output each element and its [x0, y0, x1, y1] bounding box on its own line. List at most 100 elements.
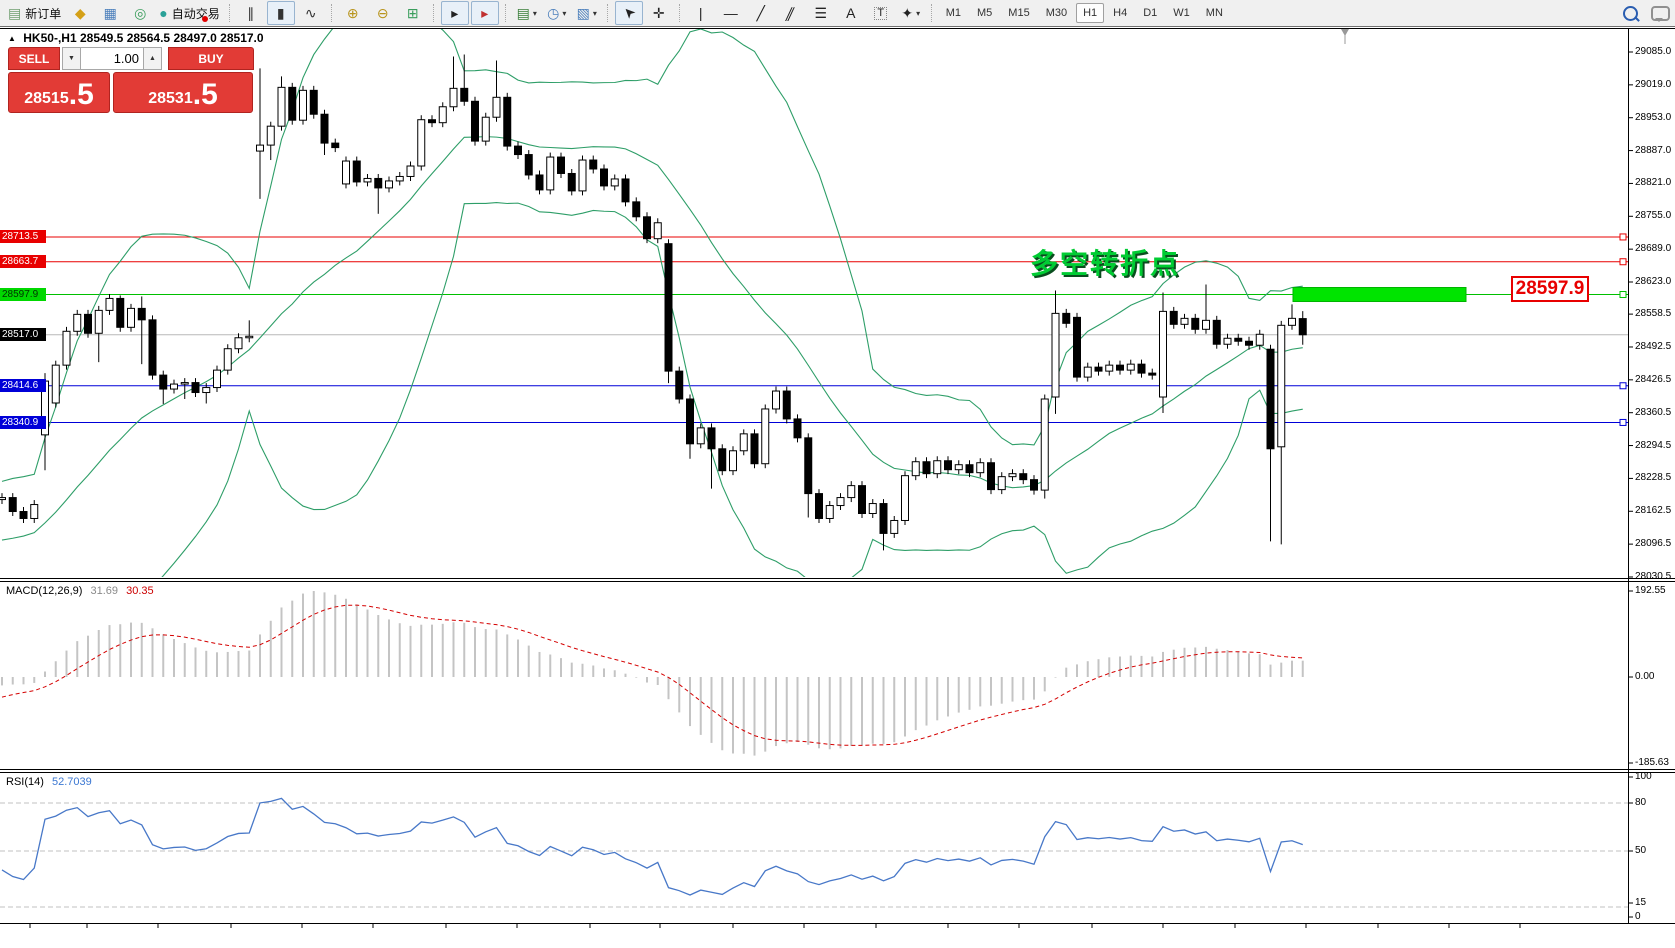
candle	[428, 119, 436, 124]
candle	[858, 485, 866, 515]
buy-price-display[interactable]: 28531 .5	[113, 72, 253, 113]
chart-title: ▲ HK50-,H1 28549.5 28564.5 28497.0 28517…	[8, 31, 264, 45]
bar-chart-icon-icon: ∥	[247, 5, 255, 21]
timeframe-button-mn[interactable]: MN	[1205, 7, 1223, 19]
volume-decrease-button[interactable]: ▼	[62, 47, 81, 70]
main-toolbar: ▤ 新订单 ◆ ▦ ◎ ● 自动交易 ∥ ▮ ∿ ⊕ ⊖ ⊞ ▸ ▸ ▤ ▾ ◷ ▾ ▧ ▾ ➤ ✛ | — ╱ ∥ ☰ A T ✦ ▾ M1 M…	[0, 0, 1675, 27]
timeframe-button-h1[interactable]: H1	[1076, 3, 1105, 23]
candle	[976, 462, 985, 474]
candle	[610, 178, 619, 187]
candle	[395, 175, 404, 182]
tile-windows-icon-button[interactable]: ⊞	[399, 1, 427, 25]
candle	[180, 382, 189, 385]
symbol-period-label: HK50-,H1	[23, 31, 77, 45]
timeframe-button-h4[interactable]: H4	[1113, 7, 1128, 19]
timeframe-button-w1[interactable]: W1	[1173, 7, 1190, 19]
pivot-price-label-box[interactable]: 28597.9	[1511, 276, 1589, 302]
market-watch-icon: ◆	[74, 5, 86, 21]
candle	[922, 461, 931, 475]
periods-button[interactable]: ◷ ▾	[543, 1, 571, 25]
sell-price-display[interactable]: 28515 .5	[8, 72, 110, 113]
trendline-icon: ╱	[756, 5, 765, 21]
channel-button[interactable]: ∥	[777, 1, 805, 25]
timeframe-button-m15[interactable]: M15	[1008, 7, 1030, 19]
search-icon-button[interactable]	[1616, 1, 1644, 25]
vertical-line-button[interactable]: |	[687, 1, 715, 25]
crosshair-button[interactable]: ✛	[645, 1, 673, 25]
candle	[793, 418, 802, 439]
candle	[965, 464, 974, 474]
candle	[686, 398, 694, 445]
volume-input[interactable]	[81, 47, 143, 70]
new-order-button[interactable]: ▤ 新订单	[5, 1, 64, 25]
horizontal-line-button[interactable]: —	[717, 1, 745, 25]
timeframe-button-m1[interactable]: M1	[945, 7, 962, 19]
rsi-name: RSI(14)	[6, 776, 44, 788]
collapse-panel-icon[interactable]: ▲	[8, 34, 16, 43]
channel-icon: ∥	[783, 5, 798, 21]
candle	[1266, 348, 1275, 450]
chart-text-annotation[interactable]: 多空转折点	[1030, 247, 1181, 280]
chart-shift-icon-button[interactable]: ▸	[470, 1, 499, 25]
candle	[1126, 363, 1135, 371]
auto-trading-button[interactable]: ● 自动交易	[156, 1, 222, 25]
candle	[804, 437, 813, 495]
navigator-button[interactable]: ◎	[126, 1, 154, 25]
candle	[1094, 366, 1103, 372]
bollinger-middle-band	[1, 136, 1303, 541]
candle	[524, 154, 533, 176]
candlestick-chart-icon-button[interactable]: ▮	[266, 1, 295, 25]
macd-value: 31.69	[90, 585, 119, 597]
data-window-button[interactable]: ▦	[96, 1, 124, 25]
new-chart-button[interactable]: ▤ ▾	[513, 1, 541, 25]
line-chart-icon-button[interactable]: ∿	[297, 1, 325, 25]
sell-price-main: 28515	[24, 90, 69, 107]
candle	[363, 177, 372, 183]
text-button[interactable]: A	[837, 1, 865, 25]
candle	[127, 307, 135, 328]
templates-button[interactable]: ▧ ▾	[573, 1, 601, 25]
chat-icon-button[interactable]	[1646, 1, 1674, 25]
candle	[1030, 479, 1038, 491]
volume-increase-button[interactable]: ▲	[143, 47, 162, 70]
bollinger-lower-band	[161, 202, 1303, 577]
toolbar-separator	[432, 4, 435, 22]
pivot-zone-rectangle[interactable]	[1292, 287, 1467, 303]
candle	[1180, 317, 1189, 325]
buy-button[interactable]: BUY	[168, 47, 254, 70]
candle	[868, 503, 877, 515]
chart-shift-icon-icon: ▸	[481, 5, 489, 21]
ohlc-close: 28517.0	[220, 31, 264, 45]
navigator-icon: ◎	[134, 5, 147, 21]
cursor-icon: ➤	[618, 3, 639, 23]
data-window-icon: ▦	[103, 5, 117, 21]
fibonacci-button[interactable]: ☰	[807, 1, 835, 25]
candle	[62, 330, 71, 366]
toolbar-separator	[930, 4, 933, 22]
candle	[51, 364, 60, 404]
candle	[954, 464, 963, 471]
candlestick-chart-icon-icon: ▮	[276, 5, 285, 21]
bar-chart-icon-button[interactable]: ∥	[237, 1, 265, 25]
cursor-button[interactable]: ➤	[614, 1, 643, 25]
candle	[1202, 319, 1210, 330]
candle	[1234, 337, 1243, 342]
candle	[492, 96, 501, 118]
trendline-button[interactable]: ╱	[747, 1, 775, 25]
timeframe-button-m30[interactable]: M30	[1045, 7, 1068, 19]
timeframe-button-m5[interactable]: M5	[977, 7, 993, 19]
candle	[901, 475, 909, 521]
market-watch-button[interactable]: ◆	[66, 1, 94, 25]
auto-scroll-icon-button[interactable]: ▸	[440, 1, 469, 25]
text-label-button[interactable]: T	[867, 1, 895, 25]
candle	[1169, 310, 1178, 325]
sell-button[interactable]: SELL	[8, 47, 60, 70]
status-dot-icon	[201, 16, 208, 22]
ohlc-high: 28564.5	[126, 31, 171, 45]
chevron-down-icon: ▾	[592, 8, 597, 18]
zoom-in-icon-button[interactable]: ⊕	[339, 1, 367, 25]
zoom-out-icon-button[interactable]: ⊖	[369, 1, 397, 25]
arrows-button[interactable]: ✦ ▾	[897, 1, 925, 25]
timeframe-button-d1[interactable]: D1	[1143, 7, 1158, 19]
